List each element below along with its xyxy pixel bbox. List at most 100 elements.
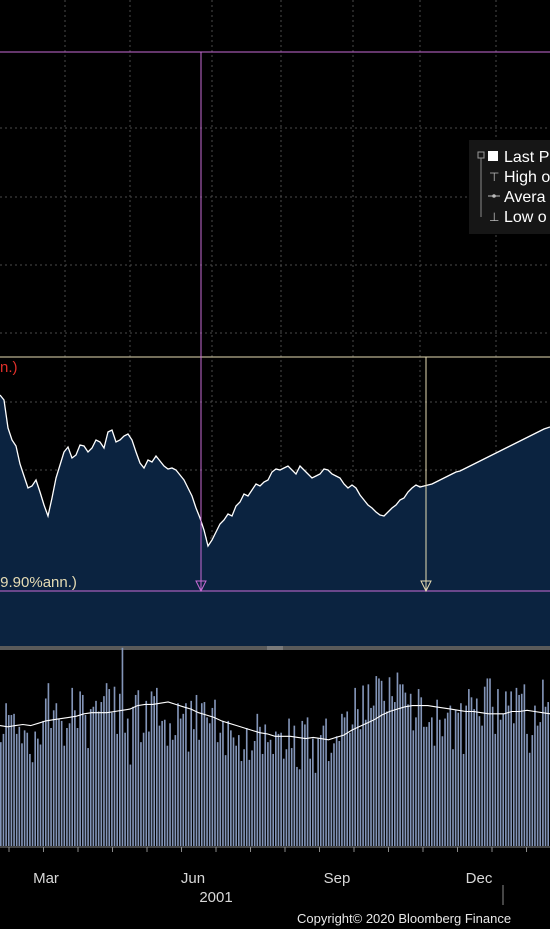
copyright-text: Copyright© 2020 Bloomberg Finance xyxy=(297,911,511,926)
volume-bar xyxy=(457,712,460,846)
volume-bar xyxy=(473,709,475,846)
volume-bar xyxy=(216,742,219,846)
panel-divider[interactable] xyxy=(0,646,550,650)
volume-bar xyxy=(124,732,126,846)
legend-entry-high[interactable]: High o xyxy=(504,169,550,186)
legend-entry-average[interactable]: Avera xyxy=(504,189,546,206)
volume-bar xyxy=(23,730,26,846)
volume-bar xyxy=(314,772,317,846)
price-series-line xyxy=(0,394,550,548)
volume-bar xyxy=(21,743,23,846)
volume-bar xyxy=(50,728,52,846)
volume-bar xyxy=(251,750,253,846)
volume-bar xyxy=(293,725,296,846)
volume-bar xyxy=(309,758,312,846)
volume-bar xyxy=(362,685,364,846)
volume-bar xyxy=(483,686,486,846)
volume-bar xyxy=(383,700,386,846)
volume-bar xyxy=(534,705,536,846)
volume-bar xyxy=(34,731,37,846)
volume-bar xyxy=(179,718,182,846)
volume-bar xyxy=(148,731,150,846)
volume-bar xyxy=(296,766,298,846)
volume-bar xyxy=(74,710,76,846)
volume-bar xyxy=(100,702,103,846)
x-tick-label: Dec xyxy=(466,870,493,887)
volume-bar xyxy=(351,724,354,846)
volume-bar xyxy=(449,705,452,846)
volume-bar xyxy=(156,687,158,846)
volume-bar xyxy=(7,715,10,846)
volume-bar xyxy=(372,705,375,846)
x-tick-label: Jun xyxy=(181,870,205,887)
volume-bar xyxy=(505,691,507,846)
volume-bar xyxy=(137,690,140,846)
volume-bar xyxy=(322,725,325,846)
volume-bar xyxy=(108,689,111,846)
volume-bar xyxy=(367,684,370,846)
volume-bar xyxy=(269,739,272,846)
volume-bar xyxy=(290,748,293,846)
volume-bar xyxy=(370,707,372,846)
volume-bar xyxy=(42,720,44,846)
volume-bar xyxy=(158,725,161,846)
volume-bar xyxy=(425,726,428,846)
volume-bar xyxy=(222,720,224,846)
volume-bar xyxy=(58,718,60,846)
volume-bar xyxy=(277,733,280,846)
volume-bar xyxy=(420,697,423,846)
volume-bar xyxy=(454,710,457,846)
volume-bar xyxy=(195,694,198,846)
volume-bar xyxy=(547,702,549,846)
volume-bar xyxy=(145,700,148,846)
volume-bar xyxy=(37,738,39,846)
volume-bar xyxy=(280,732,282,846)
volume-bar xyxy=(536,725,539,846)
volume-bars xyxy=(0,647,549,846)
volume-bar xyxy=(441,736,444,846)
volume-bar xyxy=(325,718,327,846)
volume-bar xyxy=(444,718,446,846)
volume-bar xyxy=(113,686,116,846)
volume-bar xyxy=(121,647,124,846)
volume-moving-average-line xyxy=(0,701,550,741)
volume-bar xyxy=(539,722,542,846)
volume-bar xyxy=(243,749,245,846)
volume-bar xyxy=(438,719,441,846)
volume-bar xyxy=(81,694,84,846)
volume-bar xyxy=(436,699,438,846)
volume-bar xyxy=(507,705,510,846)
volume-bar xyxy=(364,719,367,846)
volume-bar xyxy=(52,710,55,846)
volume-bar xyxy=(211,707,214,846)
volume-bar xyxy=(245,728,248,846)
legend-entry-low[interactable]: Low o xyxy=(504,209,547,226)
volume-bar xyxy=(150,691,153,846)
volume-bar xyxy=(182,713,185,846)
jun-arrow-head xyxy=(195,580,207,593)
volume-bar xyxy=(412,730,415,846)
volume-bar xyxy=(13,713,15,846)
volume-bar xyxy=(481,725,483,846)
volume-bar xyxy=(190,700,193,846)
volume-bar xyxy=(475,698,478,846)
volume-bar xyxy=(134,694,137,846)
volume-bar xyxy=(248,759,251,846)
volume-bar xyxy=(240,761,243,846)
x-minor-ticks xyxy=(8,847,527,852)
volume-bar xyxy=(470,697,473,846)
volume-bar xyxy=(407,704,409,846)
volume-bar xyxy=(341,713,343,846)
volume-bar xyxy=(386,711,388,846)
volume-bar xyxy=(60,720,63,846)
volume-bar xyxy=(272,753,274,846)
volume-bar xyxy=(103,696,105,846)
volume-bar xyxy=(401,684,404,846)
legend-entry-last-price[interactable]: Last P xyxy=(504,149,549,166)
volume-bar xyxy=(462,753,465,846)
volume-bar xyxy=(446,712,449,846)
volume-bar xyxy=(2,733,5,846)
volume-bar xyxy=(267,742,269,846)
volume-bar xyxy=(89,709,92,846)
